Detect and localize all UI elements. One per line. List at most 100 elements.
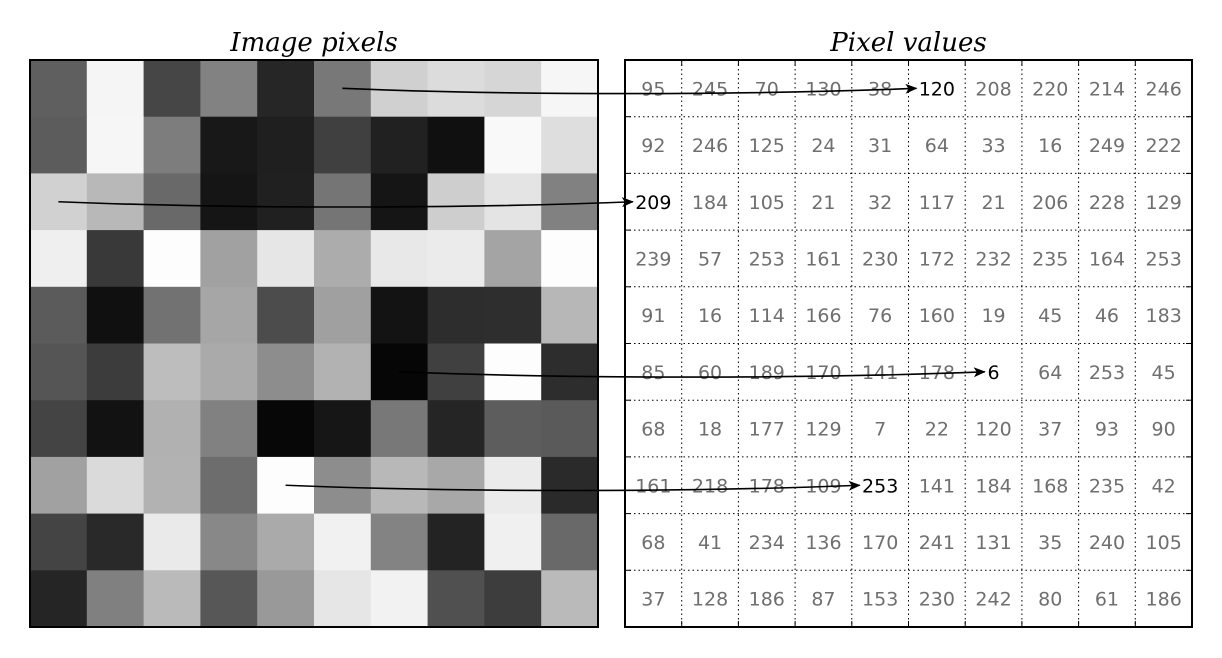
pixel-cell (314, 456, 372, 515)
pixel-cell (314, 286, 372, 345)
pixel-value: 240 (1089, 532, 1125, 554)
pixel-cell (427, 116, 485, 174)
pixel-cell (541, 456, 599, 515)
pixel-value: 91 (641, 305, 665, 327)
pixel-value: 57 (698, 248, 722, 270)
pixel-value: 228 (1089, 192, 1125, 214)
image-pixels-frame (29, 59, 599, 628)
pixel-cell (484, 456, 542, 515)
pixel-value: 218 (692, 475, 728, 497)
pixel-cell (541, 116, 599, 174)
pixel-value: 130 (805, 78, 841, 100)
pixel-value: 90 (1152, 419, 1176, 441)
pixel-value: 46 (1095, 305, 1119, 327)
pixel-to-value-arrow (285, 480, 861, 492)
pixel-cell (86, 60, 145, 118)
pixel-value: 93 (1095, 419, 1119, 441)
pixel-value-highlighted: 253 (862, 475, 898, 497)
pixel-cell (541, 230, 599, 288)
pixel-cell (427, 173, 485, 231)
pixel-value: 253 (1146, 248, 1182, 270)
pixel-cell (484, 570, 542, 628)
pixel-cell (143, 60, 201, 118)
pixel-cell (143, 173, 201, 231)
pixel-value: 41 (698, 532, 722, 554)
pixel-cell (427, 286, 485, 345)
pixel-value: 186 (1146, 589, 1182, 611)
pixel-cell (257, 570, 315, 628)
pixel-value: 16 (698, 305, 722, 327)
pixel-value: 42 (1152, 475, 1176, 497)
pixel-value: 37 (1038, 419, 1062, 441)
pixel-cell (30, 116, 88, 174)
pixel-value: 21 (811, 192, 835, 214)
pixel-cell (541, 570, 599, 628)
pixel-value: 70 (755, 78, 779, 100)
pixel-cell (30, 513, 88, 571)
pixel-cell (370, 230, 429, 288)
pixel-cell (30, 570, 88, 628)
pixel-cell (427, 570, 485, 628)
pixel-value: 105 (749, 192, 785, 214)
pixel-cell (427, 230, 485, 288)
pixel-cell (200, 60, 258, 118)
pixel-cell (143, 286, 201, 345)
pixel-cell (541, 173, 599, 231)
pixel-value: 241 (919, 532, 955, 554)
pixel-cell (200, 570, 258, 628)
pixel-cell (484, 173, 542, 231)
pixel-value-highlighted: 209 (635, 192, 671, 214)
pixel-cell (200, 286, 258, 345)
pixel-value: 141 (919, 475, 955, 497)
pixel-values-gridlines (625, 60, 1192, 627)
pixel-cell (86, 456, 145, 515)
pixel-value: 160 (919, 305, 955, 327)
pixel-cell (86, 116, 145, 174)
pixel-cell (257, 173, 315, 231)
pixel-value: 92 (641, 135, 665, 157)
pixel-cell (314, 343, 372, 401)
pixel-cell (30, 286, 88, 345)
pixel-value: 153 (862, 589, 898, 611)
pixel-value: 80 (1038, 589, 1062, 611)
pixel-arrows (58, 83, 986, 492)
pixel-value: 206 (1032, 192, 1068, 214)
pixel-cell (30, 456, 88, 515)
pixel-cell (484, 343, 542, 401)
pixel-value: 24 (811, 135, 835, 157)
pixel-cell (86, 400, 145, 458)
pixel-value: 232 (975, 248, 1011, 270)
pixel-cell (484, 400, 542, 458)
pixel-cell (257, 513, 315, 571)
pixel-cell (314, 570, 372, 628)
image-pixels-title: Image pixels (230, 28, 398, 58)
pixel-value: 21 (981, 192, 1005, 214)
pixel-cell (143, 116, 201, 174)
pixel-value: 186 (749, 589, 785, 611)
pixel-value: 220 (1032, 78, 1068, 100)
pixel-cell (427, 60, 485, 118)
pixel-value: 33 (981, 135, 1005, 157)
pixel-values-frame (624, 59, 1193, 628)
pixel-value: 61 (1095, 589, 1119, 611)
pixel-to-value-arrow (58, 197, 634, 208)
pixel-value: 166 (805, 305, 841, 327)
pixel-value: 208 (975, 78, 1011, 100)
pixel-value: 87 (811, 589, 835, 611)
pixel-value: 172 (919, 248, 955, 270)
pixel-cell (86, 570, 145, 628)
pixel-value: 128 (692, 589, 728, 611)
pixel-cell (541, 400, 599, 458)
pixel-value: 114 (749, 305, 785, 327)
pixel-cell (30, 60, 88, 118)
pixel-cell (370, 286, 429, 345)
pixel-cell (86, 343, 145, 401)
pixel-cell (370, 513, 429, 571)
pixel-value: 60 (698, 362, 722, 384)
pixel-value: 245 (692, 78, 728, 100)
pixel-cell (484, 116, 542, 174)
pixel-cell (314, 513, 372, 571)
pixel-value: 64 (1038, 362, 1062, 384)
